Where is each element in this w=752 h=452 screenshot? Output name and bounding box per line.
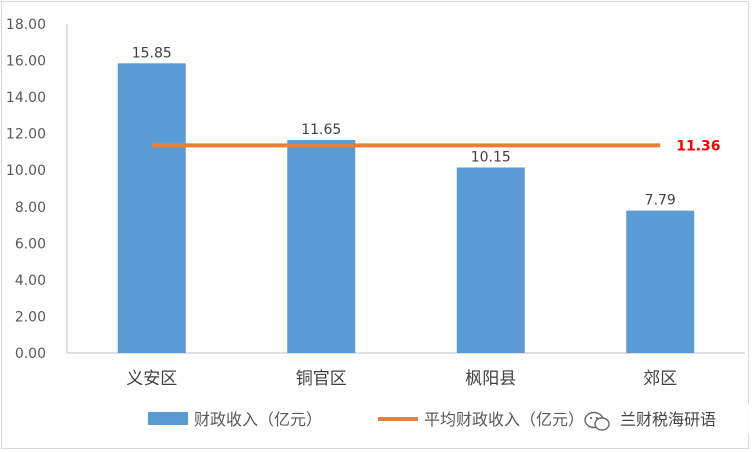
bar-data-labels: 15.85 11.65 10.15 7.79: [132, 45, 676, 208]
bar: [287, 140, 356, 353]
legend-bar-swatch: [148, 412, 188, 425]
y-tick-label: 4.00: [15, 273, 46, 289]
y-tick-label: 12.00: [6, 127, 46, 143]
bar-data-label: 10.15: [471, 149, 511, 165]
average-value-label: 11.36: [676, 138, 720, 154]
watermark-text: 兰财税海研语: [620, 410, 716, 429]
bar: [456, 167, 525, 353]
category-label: 义安区: [126, 369, 177, 389]
bar: [117, 63, 186, 354]
y-tick-label: 10.00: [6, 163, 46, 179]
category-label: 郊区: [643, 369, 677, 389]
y-tick-label: 0.00: [15, 346, 46, 362]
legend: 财政收入（亿元） 平均财政收入（亿元）: [148, 410, 584, 429]
bar-data-label: 7.79: [645, 193, 676, 209]
category-labels: 义安区 铜官区 枫阳县 郊区: [126, 369, 677, 389]
watermark: 兰财税海研语: [582, 404, 752, 434]
y-tick-label: 14.00: [6, 90, 46, 106]
bar-data-label: 15.85: [132, 45, 172, 61]
bar-data-label: 11.65: [301, 122, 341, 138]
legend-bar-label: 财政收入（亿元）: [194, 410, 322, 429]
y-tick-label: 18.00: [6, 17, 46, 33]
y-tick-label: 8.00: [15, 200, 46, 216]
bar: [626, 210, 695, 353]
bars: [117, 63, 695, 354]
y-tick-label: 6.00: [15, 236, 46, 252]
y-tick-label: 2.00: [15, 309, 46, 325]
category-label: 铜官区: [296, 369, 347, 389]
y-tick-label: 16.00: [6, 54, 46, 70]
wechat-icon: [584, 411, 610, 431]
category-label: 枫阳县: [465, 369, 516, 389]
y-axis-ticks: 0.00 2.00 4.00 6.00 8.00 10.00 12.00 14.00 16.00…: [6, 17, 46, 362]
legend-line-label: 平均财政收入（亿元）: [424, 410, 584, 429]
